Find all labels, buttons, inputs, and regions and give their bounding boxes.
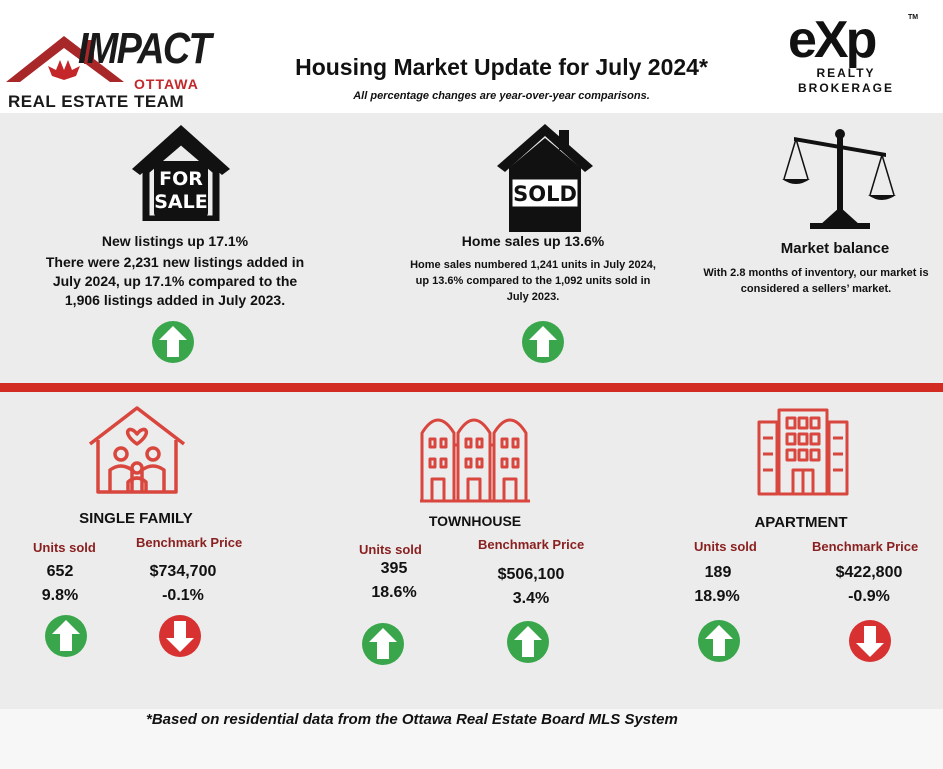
page-title: Housing Market Update for July 2024* — [295, 54, 708, 80]
townhouse-units-label: Units sold — [359, 542, 422, 557]
impact-logo-city: OTTAWA — [134, 76, 199, 92]
exp-logo-subtitle: REALTY BROKERAGE — [798, 66, 895, 95]
for-sale-sign-line1: FOR — [159, 168, 203, 190]
roof-icon — [6, 36, 124, 82]
down-arrow-icon — [849, 620, 891, 662]
home-sales-body: Home sales numbered 1,241 units in July … — [410, 259, 656, 303]
impact-ottawa-logo: IMPACT OTTAWA REAL ESTATE TEAM — [6, 22, 212, 111]
up-arrow-icon — [45, 615, 87, 657]
section-divider — [0, 383, 943, 392]
single-family-price-change: -0.1% — [162, 587, 204, 604]
sold-house-icon: SOLD — [497, 124, 593, 232]
townhouse-price-value: $506,100 — [497, 566, 565, 583]
townhouse-icon — [420, 418, 530, 503]
exp-logo-word: eXp — [788, 11, 877, 69]
market-balance-title: Market balance — [780, 240, 890, 257]
new-listings-title: New listings up 17.1% — [101, 233, 249, 249]
single-family-units-change: 9.8% — [41, 587, 79, 604]
apartment-units-change: 18.9% — [694, 588, 740, 605]
townhouse-price-change: 3.4% — [512, 590, 550, 607]
single-family-price-value: $734,700 — [149, 563, 217, 580]
single-family-units-label: Units sold — [33, 540, 96, 555]
new-listings-body: There were 2,231 new listings added in J… — [45, 254, 305, 308]
townhouse-units-value: 395 — [380, 560, 408, 577]
for-sale-sign-line2: SALE — [154, 191, 207, 213]
header — [0, 0, 943, 113]
down-arrow-icon — [159, 615, 201, 657]
up-arrow-icon — [522, 321, 564, 363]
for-sale-house-icon: FOR SALE — [132, 125, 230, 221]
footer — [0, 709, 943, 769]
townhouse-price-label: Benchmark Price — [478, 537, 585, 552]
home-sales-title: Home sales up 13.6% — [461, 233, 605, 249]
townhouse-title: TOWNHOUSE — [428, 513, 522, 529]
market-balance-body: With 2.8 months of inventory, our market… — [703, 267, 929, 295]
up-arrow-icon — [362, 623, 404, 665]
exp-logo-tm: TM — [908, 14, 919, 21]
up-arrow-icon — [507, 621, 549, 663]
apartment-price-change: -0.9% — [848, 588, 890, 605]
sold-sign-text: SOLD — [513, 182, 577, 206]
apartment-building-icon — [757, 408, 849, 496]
page-subtitle: All percentage changes are year-over-yea… — [353, 90, 650, 102]
single-family-title: SINGLE FAMILY — [79, 510, 193, 527]
apartment-units-label: Units sold — [694, 539, 757, 554]
up-arrow-icon — [152, 321, 194, 363]
balance-scale-icon — [782, 129, 896, 229]
footnote: *Based on residential data from the Otta… — [146, 711, 678, 728]
single-family-price-label: Benchmark Price — [136, 535, 243, 550]
single-family-units-value: 652 — [46, 563, 74, 580]
impact-logo-team: REAL ESTATE TEAM — [8, 92, 185, 111]
apartment-price-label: Benchmark Price — [812, 539, 919, 554]
apartment-units-value: 189 — [704, 564, 732, 581]
apartment-price-value: $422,800 — [835, 564, 903, 581]
impact-logo-word: IMPACT — [78, 24, 212, 73]
townhouse-units-change: 18.6% — [371, 584, 417, 601]
single-family-house-icon — [88, 406, 186, 494]
apartment-title: APARTMENT — [754, 514, 848, 531]
exp-realty-logo: eXp TM REALTY BROKERAGE — [784, 11, 924, 100]
up-arrow-icon — [698, 620, 740, 662]
